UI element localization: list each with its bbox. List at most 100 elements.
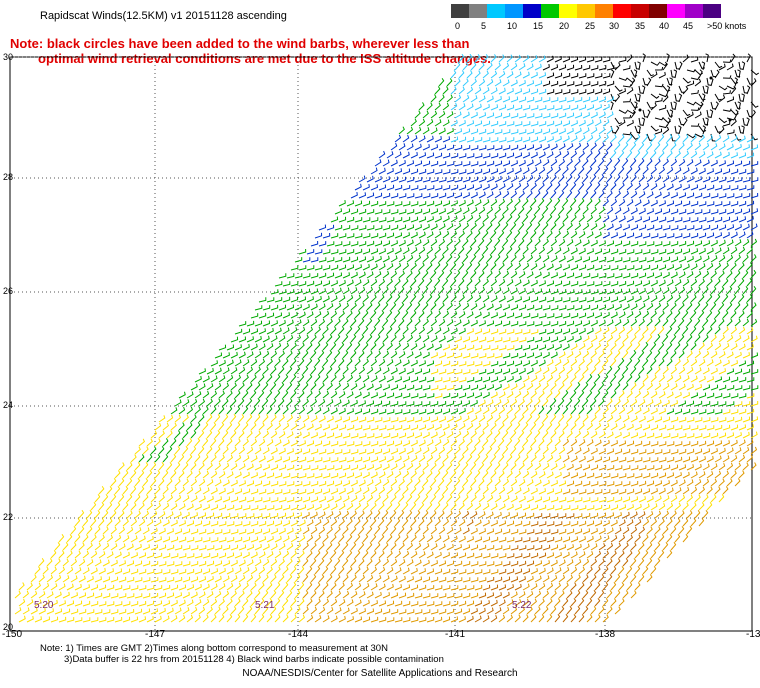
wind-barb: [126, 526, 134, 535]
wind-barb: [566, 255, 574, 263]
wind-barb: [402, 201, 411, 207]
wind-barb: [130, 454, 137, 463]
wind-barb: [302, 350, 309, 359]
wind-barb: [682, 294, 689, 303]
wind-barb: [458, 86, 465, 95]
wind-barb: [558, 81, 567, 87]
wind-barb: [446, 269, 453, 279]
wind-barb: [214, 398, 221, 407]
wind-barb: [334, 510, 342, 519]
wind-barb: [730, 53, 736, 63]
wind-barb: [446, 352, 455, 359]
wind-barb: [422, 110, 429, 119]
wind-barb: [438, 609, 447, 615]
wind-barb: [670, 225, 679, 231]
wind-barb: [646, 272, 655, 279]
wind-barb: [398, 224, 407, 231]
wind-barb: [478, 478, 485, 487]
wind-barb: [554, 521, 563, 527]
wind-barb: [590, 431, 598, 439]
wind-barb: [494, 545, 503, 551]
wind-barb: [246, 351, 254, 359]
wind-barb: [238, 606, 245, 615]
wind-barb: [434, 470, 441, 479]
wind-barb: [398, 463, 406, 471]
wind-barb: [402, 534, 409, 543]
wind-barb: [690, 518, 697, 527]
wind-barb: [578, 422, 585, 431]
wind-barb: [470, 145, 479, 151]
wind-barb: [622, 415, 630, 423]
wind-barb: [106, 601, 115, 607]
wind-barb: [466, 169, 475, 175]
wind-barb: [334, 257, 343, 263]
wind-barb: [334, 349, 341, 359]
wind-barb: [586, 231, 594, 239]
wind-barb: [490, 153, 499, 159]
wind-barb: [86, 509, 93, 519]
wind-barb: [354, 472, 363, 479]
wind-barb: [422, 609, 431, 615]
wind-barb: [406, 239, 414, 247]
wind-barb: [586, 342, 594, 351]
wind-barb: [342, 302, 350, 311]
wind-barb: [570, 389, 577, 399]
wind-barb: [738, 61, 744, 70]
wind-barb: [646, 557, 653, 567]
wind-barb: [638, 272, 647, 279]
wind-barb: [422, 416, 431, 423]
wind-barb: [282, 473, 291, 479]
wind-barb: [378, 502, 385, 511]
wind-barb: [510, 160, 518, 167]
wind-barb: [506, 104, 515, 111]
wind-barb: [374, 479, 382, 487]
wind-barb: [110, 493, 117, 503]
wind-barb: [710, 463, 718, 471]
wind-barb: [470, 78, 477, 87]
wind-barb: [590, 589, 597, 599]
wind-barb: [710, 224, 719, 231]
wind-barb: [226, 552, 235, 559]
wind-barb: [666, 457, 675, 463]
wind-barb: [638, 224, 647, 231]
wind-barb: [294, 398, 301, 407]
wind-barb: [682, 518, 689, 527]
wind-barb: [554, 120, 563, 127]
wind-barb: [310, 526, 318, 535]
wind-barb: [326, 415, 334, 423]
wind-barb: [730, 85, 737, 95]
wind-barb: [674, 518, 681, 527]
wind-barb: [350, 433, 359, 439]
wind-barb: [602, 406, 609, 415]
wind-barb: [190, 445, 197, 455]
wind-barb: [578, 89, 587, 95]
wind-barb: [602, 423, 610, 431]
wind-barb: [490, 104, 499, 111]
wind-barb: [206, 383, 214, 391]
wind-barb: [698, 471, 706, 479]
wind-barb: [626, 390, 633, 399]
wind-barb: [334, 432, 343, 439]
wind-barb: [406, 432, 415, 439]
wind-barb: [166, 577, 175, 583]
wind-barb: [422, 208, 431, 215]
wind-barb: [602, 103, 610, 111]
wind-barb: [502, 237, 509, 247]
wind-barb: [298, 373, 305, 383]
wind-barb: [522, 279, 530, 287]
wind-barb: [130, 470, 137, 479]
wind-barb: [398, 367, 406, 375]
wind-barb: [418, 135, 426, 143]
wind-barb: [458, 377, 467, 383]
wind-barb: [506, 584, 514, 591]
wind-barb: [386, 567, 394, 575]
wind-barb: [298, 311, 306, 319]
wind-barb: [134, 560, 143, 567]
wind-barb: [722, 424, 731, 431]
wind-barb: [638, 158, 645, 167]
wind-barb: [198, 446, 205, 455]
wind-barb: [190, 561, 199, 567]
wind-barb: [638, 574, 645, 583]
wind-barb: [478, 238, 485, 247]
wind-barb: [166, 494, 174, 503]
